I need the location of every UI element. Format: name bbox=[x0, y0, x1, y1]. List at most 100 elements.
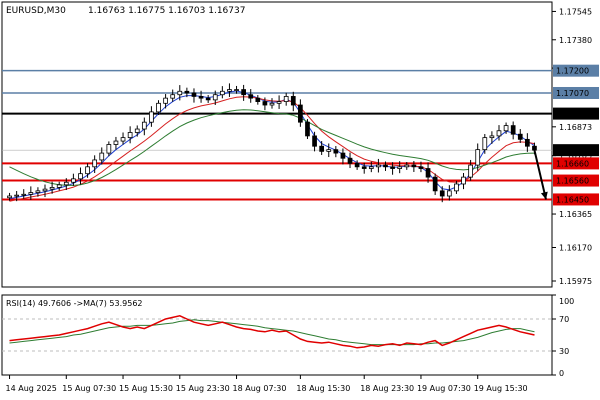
candle-body-20 bbox=[149, 111, 154, 123]
candle-body-57 bbox=[411, 164, 417, 168]
rsi-line bbox=[9, 315, 535, 349]
rsi-ma-line bbox=[9, 319, 535, 346]
candle-body-3 bbox=[28, 192, 34, 195]
candle-body-67 bbox=[482, 137, 488, 151]
level-label-0: 1.17200 bbox=[556, 67, 589, 76]
price-tick-label-7: 1.15975 bbox=[559, 277, 592, 286]
candle-body-9 bbox=[71, 178, 76, 183]
arrow-shaft bbox=[533, 149, 547, 200]
candle-body-24 bbox=[177, 90, 183, 96]
candle-body-22 bbox=[163, 97, 168, 104]
candle-body-27 bbox=[198, 96, 204, 99]
price-axis: 1.175451.173801.172151.168731.167051.163… bbox=[552, 7, 599, 286]
time-label-5: 18 Aug 15:30 bbox=[296, 384, 350, 393]
ma-line-slow-ma bbox=[9, 109, 535, 186]
candle-body-60 bbox=[432, 176, 438, 192]
candle-body-17 bbox=[127, 132, 133, 139]
candle-body-71 bbox=[510, 125, 516, 135]
candle-body-40 bbox=[290, 96, 296, 106]
rsi-panel-frame bbox=[1, 294, 553, 376]
price-tick-label-0: 1.17545 bbox=[559, 7, 592, 16]
level-label-3: 1.16660 bbox=[556, 159, 589, 168]
price-tick-label-1: 1.17380 bbox=[559, 36, 592, 45]
candle-body-1 bbox=[14, 194, 19, 197]
candle-body-43 bbox=[312, 135, 317, 147]
rsi-tick-label-0: 100 bbox=[559, 297, 574, 306]
candle-body-61 bbox=[439, 190, 445, 197]
candle-body-34 bbox=[248, 94, 254, 99]
level-tag-5 bbox=[553, 193, 599, 206]
candle-body-21 bbox=[156, 102, 161, 113]
price-tick-label-3: 1.16873 bbox=[559, 123, 592, 132]
candle-body-7 bbox=[56, 184, 62, 188]
price-tick-label-5: 1.16365 bbox=[559, 210, 592, 219]
level-tag-0 bbox=[553, 64, 599, 77]
candle-body-30 bbox=[219, 90, 225, 96]
candle-body-62 bbox=[446, 190, 452, 197]
candle-body-26 bbox=[191, 92, 197, 97]
main-panel-frame bbox=[1, 1, 553, 288]
ohlc-readout: 1.16763 1.16775 1.16703 1.16737 bbox=[88, 6, 245, 16]
time-label-2: 15 Aug 15:30 bbox=[119, 384, 173, 393]
candle-body-10 bbox=[78, 173, 83, 180]
rsi-tick-label-1: 70 bbox=[559, 315, 569, 324]
candle-body-53 bbox=[383, 164, 388, 168]
candle-body-44 bbox=[319, 145, 325, 152]
rsi-tick-label-2: 30 bbox=[559, 347, 569, 356]
level-label-1: 1.17070 bbox=[556, 89, 589, 98]
candle-body-68 bbox=[489, 135, 495, 139]
candle-body-15 bbox=[113, 140, 119, 145]
candle-body-73 bbox=[525, 138, 530, 147]
candle-body-72 bbox=[517, 133, 523, 140]
candle-body-41 bbox=[298, 104, 303, 123]
rsi-lines bbox=[2, 315, 552, 352]
candle-body-14 bbox=[106, 144, 112, 154]
level-tag-4 bbox=[553, 174, 599, 187]
rsi-tick-label-3: 0 bbox=[559, 369, 564, 378]
candle-body-52 bbox=[376, 164, 381, 168]
candle-body-25 bbox=[184, 90, 190, 94]
level-label-4: 1.16560 bbox=[556, 177, 589, 186]
candle-body-38 bbox=[276, 101, 282, 104]
candle-body-35 bbox=[255, 97, 261, 102]
price-tick-label-6: 1.16170 bbox=[559, 244, 592, 253]
candle-body-16 bbox=[120, 137, 126, 142]
candle-body-49 bbox=[354, 162, 360, 168]
candle-body-42 bbox=[305, 121, 310, 137]
candle-body-48 bbox=[347, 157, 353, 164]
time-label-8: 19 Aug 15:30 bbox=[474, 384, 528, 393]
candle-body-13 bbox=[99, 152, 105, 161]
level-label-5: 1.16450 bbox=[556, 195, 589, 204]
forecast-arrow bbox=[533, 149, 548, 200]
candle-body-12 bbox=[92, 159, 98, 168]
level-tag-1 bbox=[553, 86, 599, 99]
candle-body-2 bbox=[21, 193, 27, 196]
candle-body-19 bbox=[141, 121, 147, 130]
candles bbox=[7, 83, 537, 203]
candle-body-66 bbox=[475, 149, 481, 166]
current-price-label: 1.16737 bbox=[556, 146, 589, 155]
candle-body-56 bbox=[404, 164, 410, 168]
rsi-label: RSI(14) 49.7606 ->MA(7) 53.9562 bbox=[6, 299, 143, 308]
time-label-3: 15 Aug 23:30 bbox=[176, 384, 230, 393]
candle-body-46 bbox=[333, 149, 339, 154]
candle-body-70 bbox=[503, 125, 509, 132]
candle-body-31 bbox=[227, 89, 232, 92]
candle-body-69 bbox=[496, 130, 502, 137]
candle-body-5 bbox=[42, 188, 48, 192]
candle-body-33 bbox=[241, 89, 246, 96]
candle-body-23 bbox=[170, 94, 176, 99]
candle-body-50 bbox=[361, 166, 367, 169]
candle-body-28 bbox=[205, 97, 211, 101]
time-label-0: 14 Aug 2025 bbox=[6, 384, 57, 393]
level-tag-3 bbox=[553, 157, 599, 170]
candle-body-4 bbox=[35, 190, 41, 193]
symbol-timeframe: EURUSD,M30 bbox=[6, 6, 66, 16]
candle-body-64 bbox=[461, 176, 466, 185]
candle-body-29 bbox=[212, 94, 218, 101]
candle-body-54 bbox=[390, 166, 395, 169]
time-axis: 14 Aug 2025 15 Aug 07:30 15 Aug 15:30 15 Au… bbox=[6, 375, 528, 393]
time-label-1: 15 Aug 07:30 bbox=[62, 384, 116, 393]
time-label-6: 18 Aug 23:30 bbox=[360, 384, 414, 393]
